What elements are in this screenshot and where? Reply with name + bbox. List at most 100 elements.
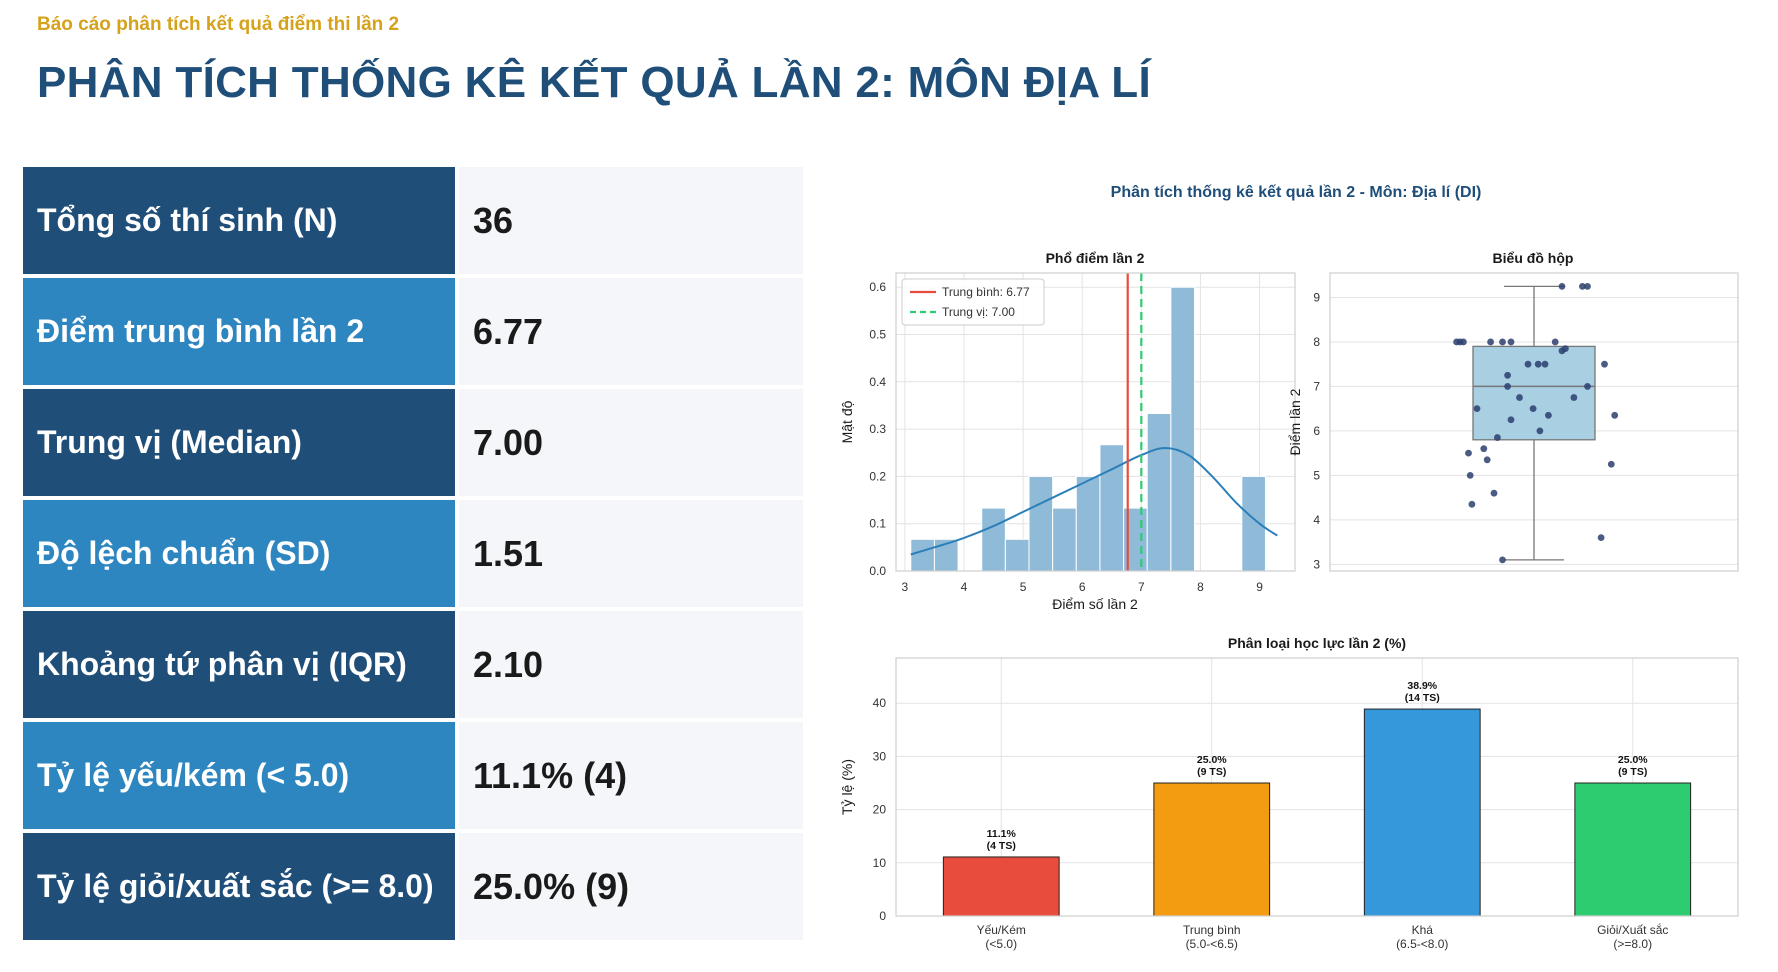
boxplot-panel: Biểu đồ hộp 3 4 5 6 7 8 9 Điểm lần 2 — [1287, 250, 1739, 572]
bar-ytick-label: 0 — [879, 909, 886, 923]
bar-ytick-label: 10 — [873, 856, 887, 870]
histogram-xtick-label: 6 — [1079, 580, 1086, 594]
bar-ytick-label: 30 — [873, 749, 887, 763]
bar-value-label: 25.0% — [1618, 754, 1648, 766]
boxplot-point — [1473, 405, 1481, 413]
boxplot-point — [1516, 394, 1523, 401]
classification-bar — [1574, 782, 1692, 917]
histogram-bar — [1004, 538, 1030, 572]
boxplot-point — [1490, 489, 1498, 497]
boxplot-point — [1507, 416, 1515, 424]
boxplot-point — [1584, 383, 1591, 390]
bar-value-label: 11.1% — [987, 828, 1017, 840]
boxplot-ylabel: Điểm lần 2 — [1287, 388, 1303, 455]
boxplot-ytick-label: 3 — [1313, 557, 1320, 571]
classification-bar — [942, 856, 1060, 917]
histogram-ytick-label: 0.3 — [869, 422, 886, 436]
boxplot-point — [1504, 383, 1511, 390]
boxplot-point — [1465, 449, 1472, 457]
histogram-legend: Trung bình: 6.77 Trung vị: 7.00 — [901, 278, 1045, 326]
boxplot-point — [1611, 411, 1619, 419]
boxplot-point — [1499, 556, 1506, 564]
boxplot-point — [1524, 360, 1532, 368]
boxplot-point — [1487, 338, 1494, 346]
histogram-ytick-label: 0.1 — [869, 517, 886, 531]
stat-value: 7.00 — [459, 389, 803, 496]
boxplot-point — [1558, 282, 1566, 290]
boxplot-point — [1494, 434, 1501, 441]
bar-value-label: 38.9% — [1407, 680, 1437, 692]
stat-label: Khoảng tứ phân vị (IQR) — [23, 611, 455, 718]
boxplot-point — [1551, 338, 1559, 346]
stat-label: Tổng số thí sinh (N) — [23, 167, 455, 274]
bar-count-label: (9 TS) — [1618, 766, 1647, 778]
stat-row-mean: Điểm trung bình lần 2 6.77 — [23, 278, 803, 385]
histogram-bar — [1146, 412, 1172, 572]
boxplot-point — [1499, 338, 1506, 346]
boxplot-point — [1534, 360, 1542, 368]
stat-row-iqr: Khoảng tứ phân vị (IQR) 2.10 — [23, 611, 803, 718]
boxplot-point — [1601, 360, 1608, 368]
boxplot-title: Biểu đồ hộp — [1493, 250, 1574, 266]
stat-row-median: Trung vị (Median) 7.00 — [23, 389, 803, 496]
boxplot-point — [1460, 338, 1467, 346]
stat-row-total: Tổng số thí sinh (N) 36 — [23, 167, 803, 274]
histogram-bar — [1075, 475, 1101, 572]
bar-category-label: Khá — [1412, 923, 1434, 937]
histogram-bar — [1099, 444, 1125, 572]
boxplot-point — [1480, 445, 1488, 453]
histogram-ytick-label: 0.2 — [869, 469, 886, 483]
bar-chart-title: Phân loại học lực lần 2 (%) — [1228, 635, 1406, 651]
boxplot-point — [1562, 345, 1569, 353]
histogram-xtick-label: 9 — [1256, 580, 1263, 594]
histogram-frame — [895, 272, 1296, 572]
stat-value: 1.51 — [459, 500, 803, 607]
stat-value: 36 — [459, 167, 803, 274]
bar-category-range: (6.5-<8.0) — [1396, 937, 1448, 951]
histogram-bar — [910, 538, 935, 572]
boxplot-point — [1579, 282, 1586, 290]
boxplot-point — [1584, 282, 1591, 290]
stat-label: Độ lệch chuẩn (SD) — [23, 500, 455, 607]
histogram-ylabel: Mật độ — [839, 400, 855, 443]
bar-category-label: Yếu/Kém — [977, 923, 1026, 937]
boxplot-point — [1597, 534, 1605, 542]
boxplot-point — [1607, 460, 1615, 468]
bar-category-range: (>=8.0) — [1613, 937, 1652, 951]
bar-count-label: (4 TS) — [987, 840, 1016, 852]
bar-frame — [895, 657, 1739, 917]
boxplot-ytick-label: 5 — [1313, 468, 1320, 482]
boxplot-point — [1504, 371, 1511, 379]
histogram-ytick-label: 0.0 — [869, 564, 886, 578]
boxplot-ytick-label: 9 — [1313, 290, 1320, 304]
histogram-xtick-label: 7 — [1138, 580, 1145, 594]
boxplot-point — [1570, 394, 1578, 401]
histogram-bar — [1170, 286, 1196, 572]
bar-ytick-label: 40 — [873, 696, 887, 710]
boxplot-ytick-label: 7 — [1313, 379, 1320, 393]
boxplot-ytick-label: 8 — [1313, 335, 1320, 349]
figure-suptitle: Phân tích thống kê kết quả lần 2 - Môn: … — [1111, 184, 1482, 201]
boxplot-ytick-label: 4 — [1313, 513, 1320, 527]
histogram-xtick-label: 8 — [1197, 580, 1204, 594]
stat-row-weak: Tỷ lệ yếu/kém (< 5.0) 11.1% (4) — [23, 722, 803, 829]
boxplot-point — [1507, 338, 1515, 346]
histogram-ytick-label: 0.6 — [869, 280, 886, 294]
boxplot-ytick-label: 6 — [1313, 424, 1320, 438]
boxplot-box — [1472, 345, 1596, 441]
bar-count-label: (14 TS) — [1405, 692, 1440, 704]
bar-count-label: (9 TS) — [1197, 766, 1226, 778]
stat-row-excellent: Tỷ lệ giỏi/xuất sắc (>= 8.0) 25.0% (9) — [23, 833, 803, 940]
histogram-panel: Phổ điểm lần 2 3 4 5 6 7 8 9 0.0 0.1 0.2 0.3 0.4 0.5… — [839, 250, 1296, 612]
classification-bar — [1153, 782, 1271, 917]
classification-bar-panel: Phân loại học lực lần 2 (%) 11.1%(4 TS) 2… — [839, 635, 1739, 951]
boxplot-point — [1529, 405, 1537, 413]
stats-table: Tổng số thí sinh (N) 36 Điểm trung bình … — [23, 167, 803, 944]
histogram-xtick-label: 3 — [902, 580, 909, 594]
report-subtitle: Báo cáo phân tích kết quả điểm thi lần 2 — [37, 14, 400, 35]
stat-label: Trung vị (Median) — [23, 389, 455, 496]
boxplot-point — [1541, 360, 1549, 368]
stat-label: Điểm trung bình lần 2 — [23, 278, 455, 385]
boxplot-point — [1545, 411, 1552, 419]
boxplot-point — [1466, 471, 1474, 479]
